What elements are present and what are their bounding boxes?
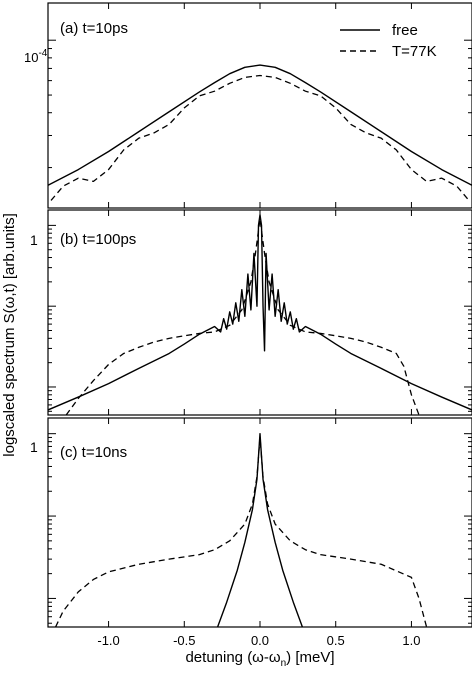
- x-tick-label: 1.0: [402, 633, 420, 648]
- panel-b-y-tick-label: 1: [30, 232, 38, 248]
- panel-b-series-free: [48, 214, 472, 411]
- x-tick-label: -0.5: [173, 633, 195, 648]
- y-axis-label: logscaled spectrum S(ω,t) [arb.units]: [1, 213, 18, 456]
- panel-b-series-t77k: [65, 218, 420, 415]
- panel-c-y-tick-label: 1: [30, 439, 38, 455]
- panel-a-title: (a) t=10ps: [60, 20, 128, 37]
- legend-t77k-label: T=77K: [392, 43, 437, 60]
- panel-c: (c) t=10ns 1 -1.0 -0.5 0.0 0.5 1.0: [30, 417, 472, 648]
- legend-free-label: free: [392, 22, 418, 39]
- panel-c-title: (c) t=10ns: [60, 444, 127, 461]
- x-tick-label: 0.0: [251, 633, 269, 648]
- panel-b: (b) t=100ps 1: [30, 209, 472, 416]
- panel-a-series-free: [48, 64, 472, 186]
- legend: free T=77K: [340, 22, 437, 60]
- panel-a-series-t77k: [50, 74, 470, 201]
- x-axis-label: detuning (ω-ωn) [meV]: [185, 649, 334, 669]
- x-tick-label: 0.5: [327, 633, 345, 648]
- panel-b-title: (b) t=100ps: [60, 231, 136, 248]
- panel-c-series-free: [216, 432, 304, 627]
- panel-a-y-tick-label: 10-4: [24, 48, 48, 65]
- x-tick-label: -1.0: [97, 633, 119, 648]
- panel-a: (a) t=10ps 10-4 free T=77K: [24, 2, 472, 209]
- panel-c-series-t77k: [54, 436, 428, 627]
